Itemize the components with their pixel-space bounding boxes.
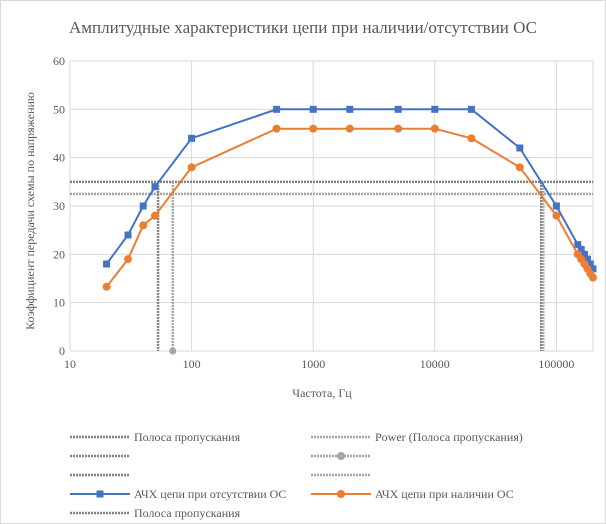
y-tick-label: 10 [53,296,65,310]
series-1 [103,105,597,273]
data-point [586,260,594,268]
data-point [187,163,196,172]
data-point [139,221,148,230]
x-tick-label: 10 [64,357,76,371]
data-point [580,250,588,258]
data-point [589,273,597,282]
data-point [272,124,281,133]
data-point [139,202,147,210]
data-point [431,105,439,113]
data-point [345,124,354,133]
legend-label: Полоса пропускания [134,430,241,444]
x-tick-label: 10000 [420,357,450,371]
y-tick-label: 40 [53,151,65,165]
legend-marker [96,490,104,498]
bandwidth-lines [70,180,593,355]
data-point [309,105,317,113]
series-layer [102,105,597,291]
data-point [589,265,597,273]
legend-item: АЧХ цепи при наличии ОС [311,487,514,501]
y-tick-label: 30 [53,199,65,213]
grid [69,60,594,352]
data-point [346,105,354,113]
x-tick-label: 1000 [301,357,325,371]
legend-marker [337,490,345,498]
data-point [150,211,159,220]
data-point [515,163,524,172]
data-point [583,255,591,263]
data-point [552,202,560,210]
data-point [516,144,524,152]
y-tick-label: 0 [59,344,65,358]
y-tick-label: 50 [53,102,65,116]
data-point [124,231,132,239]
data-point [103,260,111,268]
legend-item: АЧХ цепи при отсутствии ОС [70,487,286,501]
series-line [105,127,594,288]
legend: Полоса пропускания Power (Полоса пропуска… [70,430,523,520]
legend-item: Полоса пропускания [70,506,241,520]
legend-label: Полоса пропускания [134,506,241,520]
data-point [430,124,439,133]
series-2 [102,124,597,291]
x-tick-label: 100 [183,357,201,371]
chart-title: Амплитудные характеристики цепи при нали… [69,18,537,37]
x-axis-label: Частота, Гц [292,386,352,400]
data-point [577,246,585,253]
x-tick-label: 100000 [538,357,574,371]
legend-marker [337,452,345,460]
data-point [124,255,133,264]
legend-item: Полоса пропускания [70,430,241,444]
data-point [151,183,159,191]
series-line [105,108,594,270]
data-point [309,124,318,133]
bandwidth-point [169,347,177,355]
data-point [102,282,111,291]
y-tick-label: 20 [53,247,65,261]
legend-item: Power (Полоса пропускания) [311,430,523,444]
y-tick-label: 60 [53,54,65,68]
legend-label: АЧХ цепи при наличии ОС [375,487,514,501]
data-point [467,105,475,113]
data-point [394,124,403,133]
data-point [188,134,196,142]
data-point [552,211,561,220]
y-axis-label: Коэффициент передачи схемы по напряжению [23,92,37,330]
legend-item [311,452,371,460]
legend-label: Power (Полоса пропускания) [375,430,523,444]
data-point [574,241,582,249]
legend-label: АЧХ цепи при отсутствии ОС [134,487,286,501]
data-point [273,105,281,113]
data-point [467,134,476,143]
data-point [394,105,402,113]
